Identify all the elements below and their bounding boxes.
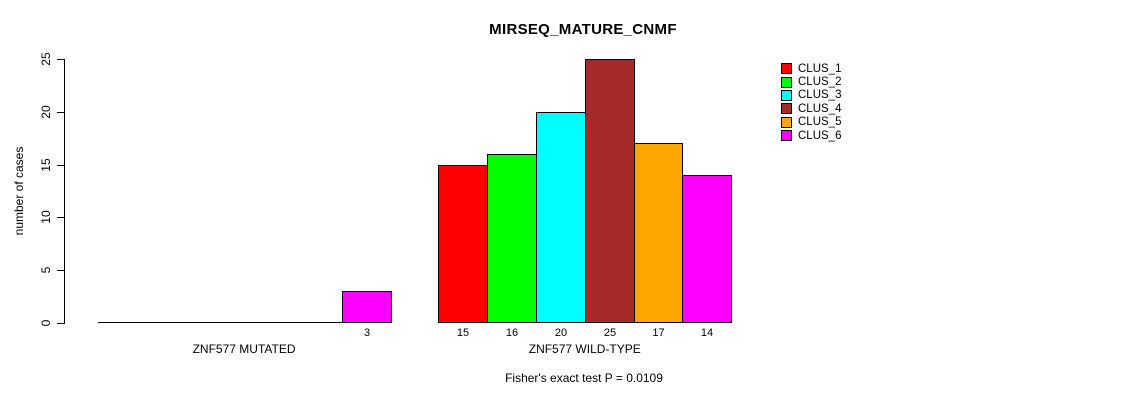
legend-swatch-icon [781,130,792,142]
y-axis-label: number of cases [12,146,26,236]
chart-title: MIRSEQ_MATURE_CNMF [489,21,677,38]
y-axis-tick-label: 10 [39,210,53,224]
legend-label: CLUS_6 [798,129,842,142]
bar-clus-2-znf577-mutated [146,322,196,323]
legend-label: CLUS_4 [798,102,842,115]
y-axis-tick [57,165,64,166]
bar-clus-2-znf577-wild-type [487,154,537,323]
legend-item-clus-1: CLUS_1 [781,62,841,75]
bar-value-label: 16 [505,327,519,339]
legend-item-clus-5: CLUS_5 [781,116,841,129]
y-axis-line [64,59,65,324]
bar-clus-5-znf577-mutated [293,322,343,323]
bar-clus-6-znf577-wild-type [682,175,732,323]
y-axis-tick [57,217,64,218]
bar-clus-3-znf577-mutated [195,322,245,323]
footnote: Fisher's exact test P = 0.0109 [505,371,663,385]
bar-clus-4-znf577-wild-type [585,59,635,323]
legend-label: CLUS_5 [798,116,842,129]
y-axis-tick [57,323,64,324]
legend-swatch-icon [781,116,792,128]
y-axis-tick-label: 15 [39,158,53,172]
legend-item-clus-2: CLUS_2 [781,75,841,88]
bar-clus-4-znf577-mutated [244,322,294,323]
y-axis-tick [57,270,64,271]
bar-value-label: 3 [363,327,371,339]
legend-label: CLUS_1 [798,62,842,75]
bar-clus-3-znf577-wild-type [536,112,586,323]
group-label: ZNF577 WILD-TYPE [528,342,641,356]
legend-swatch-icon [781,63,792,75]
group-label: ZNF577 MUTATED [192,342,296,356]
bar-value-label: 25 [603,327,617,339]
legend-item-clus-3: CLUS_3 [781,89,841,102]
bar-value-label: 17 [652,327,665,339]
legend-item-clus-6: CLUS_6 [781,129,841,142]
bar-clus-1-znf577-mutated [98,322,147,323]
y-axis-tick [57,112,64,113]
legend-swatch-icon [781,89,792,101]
legend-swatch-icon [781,76,792,88]
legend-label: CLUS_3 [798,89,842,102]
bar-clus-6-znf577-mutated [342,291,392,323]
y-axis-tick-label: 20 [39,105,53,119]
bar-clus-1-znf577-wild-type [438,165,488,323]
legend-swatch-icon [781,103,792,115]
bar-value-label: 15 [456,327,470,339]
y-axis-tick-label: 5 [39,266,53,274]
bar-clus-5-znf577-wild-type [634,143,683,323]
legend-item-clus-4: CLUS_4 [781,102,841,115]
legend: CLUS_1 CLUS_2 CLUS_3 CLUS_4 CLUS_5 CLUS_6 [781,62,841,142]
y-axis-tick-label: 0 [39,319,53,327]
bar-value-label: 14 [700,327,714,339]
y-axis-tick [57,59,64,60]
bar-value-label: 20 [554,327,568,339]
legend-label: CLUS_2 [798,76,842,89]
y-axis-tick-label: 25 [39,52,53,66]
